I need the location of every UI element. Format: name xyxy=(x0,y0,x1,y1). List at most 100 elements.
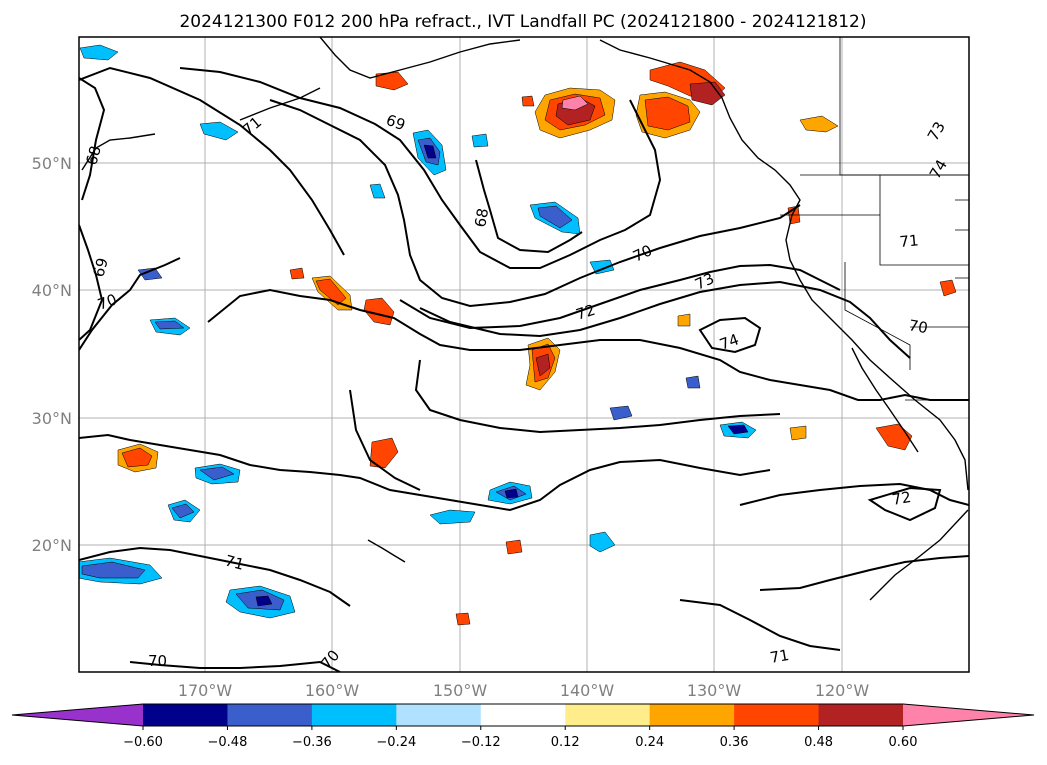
anomaly-blob xyxy=(255,595,273,607)
colorbar-segment xyxy=(311,704,397,726)
anomaly-blob xyxy=(561,95,589,111)
lon-label-150w: 150°W xyxy=(433,681,488,700)
anomaly-blob xyxy=(537,205,573,229)
coastline-alaska xyxy=(319,37,521,79)
latitude-labels: 50°N 40°N 30°N 20°N xyxy=(32,154,72,555)
contour-label: 70 xyxy=(95,290,119,313)
coastline-aleutians-east xyxy=(239,87,321,121)
refractivity-contours xyxy=(79,66,969,672)
longitude-labels: 170°W 160°W 150°W 140°W 130°W 120°W xyxy=(178,681,870,700)
anomaly-blob xyxy=(154,320,185,330)
anomaly-blob xyxy=(727,424,749,435)
contour-line-68-west xyxy=(79,77,106,201)
anomaly-blob xyxy=(504,488,519,499)
colorbar-tick-label: 0.48 xyxy=(804,735,833,750)
contour-label: 71 xyxy=(223,551,246,573)
colorbar-segment xyxy=(649,704,735,726)
contour-line-70 xyxy=(269,99,801,308)
contour-line-72 xyxy=(399,263,841,330)
contour-line-74 xyxy=(698,316,762,354)
anomaly-blob xyxy=(535,353,551,377)
contour-label: 69 xyxy=(384,111,408,134)
lon-label-170w: 170°W xyxy=(178,681,233,700)
colorbar-segment xyxy=(143,704,228,726)
anomaly-blob xyxy=(369,183,386,199)
colorbar-segment xyxy=(396,704,482,726)
contour-label: 72 xyxy=(574,301,598,324)
coastline-aleutians-west xyxy=(81,133,156,171)
contour-line-71-southwest xyxy=(79,546,351,607)
anomaly-blob xyxy=(521,95,535,107)
contour-label: 70 xyxy=(148,652,167,670)
contour-line-69-west xyxy=(79,224,104,341)
colorbar-segment xyxy=(818,704,904,726)
colorbar-tick-label: −0.60 xyxy=(123,735,163,750)
colorbar-segment xyxy=(734,704,820,726)
figure-title: 2024121300 F012 200 hPa refract., IVT La… xyxy=(179,12,866,32)
anomaly-blob xyxy=(199,121,239,141)
anomaly-blob xyxy=(644,96,691,131)
anomaly-blob xyxy=(455,612,471,626)
lon-label-140w: 140°W xyxy=(560,681,615,700)
anomaly-blob xyxy=(171,503,195,519)
anomaly-blob xyxy=(685,375,701,389)
anomaly-blob xyxy=(369,437,399,469)
anomaly-blob xyxy=(79,44,119,61)
anomaly-blob xyxy=(589,531,616,553)
contour-label: 71 xyxy=(769,646,791,667)
lat-label-50n: 50°N xyxy=(32,154,72,173)
anomaly-blob xyxy=(505,539,523,555)
contour-line-70-west xyxy=(79,257,181,351)
contour-line-68 xyxy=(475,159,583,254)
colorbar-extend-low xyxy=(12,704,143,726)
colorbar-tick-label: 0.36 xyxy=(720,735,749,750)
contour-label: 72 xyxy=(891,488,913,509)
contour-line-71-lower xyxy=(679,599,841,651)
map-panel: 71 68 69 70 69 68 70 73 72 74 71 70 73 7… xyxy=(78,36,970,673)
colorbar: −0.60 −0.48 −0.36 −0.24 −0.12 0.12 0.24 0.36 0.4… xyxy=(11,703,1035,750)
border-east-states xyxy=(955,199,969,279)
anomaly-blob xyxy=(589,259,615,275)
anomaly-blob xyxy=(81,561,146,579)
lon-label-130w: 130°W xyxy=(687,681,742,700)
anomaly-blob xyxy=(609,405,633,421)
contour-line-71 xyxy=(79,66,345,256)
anomaly-blob xyxy=(423,144,437,159)
colorbar-tick-label: 0.12 xyxy=(551,735,580,750)
contour-label: 69 xyxy=(89,256,111,279)
lat-label-30n: 30°N xyxy=(32,409,72,428)
contour-line-69 xyxy=(179,67,662,269)
lat-label-40n: 40°N xyxy=(32,281,72,300)
anomaly-blob xyxy=(799,115,839,133)
coastline-mexico xyxy=(869,509,969,601)
coastline-hawaii xyxy=(367,539,406,563)
colorbar-segment xyxy=(227,704,313,726)
anomaly-blob xyxy=(939,279,957,297)
contour-line-71-east xyxy=(759,555,969,591)
anomaly-blob xyxy=(471,133,489,148)
colorbar-extend-high xyxy=(903,704,1034,726)
contour-line-71-south xyxy=(79,433,771,512)
contour-label: 70 xyxy=(907,316,929,337)
positive-anomaly-shading xyxy=(117,61,957,626)
contour-line-73 xyxy=(419,280,911,359)
anomaly-blob xyxy=(199,466,235,481)
anomaly-blob xyxy=(875,423,913,451)
anomaly-blob xyxy=(375,71,409,91)
negative-anomaly-shading xyxy=(79,44,757,619)
colorbar-tick-label: −0.48 xyxy=(208,735,248,750)
colorbar-tick-label: −0.12 xyxy=(461,735,501,750)
lat-label-20n: 20°N xyxy=(32,536,72,555)
contour-label: 68 xyxy=(471,207,492,229)
contour-line-70-bottom xyxy=(129,660,341,672)
colorbar-tick-label: 0.60 xyxy=(889,735,918,750)
contour-line-71-loop xyxy=(349,389,421,491)
anomaly-blob xyxy=(121,447,153,468)
anomaly-blob xyxy=(137,267,163,281)
anomaly-blob xyxy=(677,313,691,327)
colorbar-segment xyxy=(480,704,566,726)
colorbar-tick-label: 0.24 xyxy=(635,735,664,750)
contour-line-72-small xyxy=(867,486,942,522)
map-frame xyxy=(78,36,970,673)
